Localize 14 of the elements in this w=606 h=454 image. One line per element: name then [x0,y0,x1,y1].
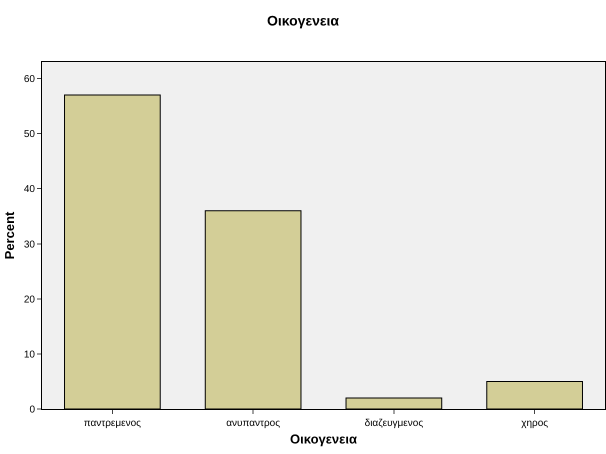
x-axis-title: Οικογενεια [290,432,357,447]
y-axis-title: Percent [2,210,17,260]
y-tick-label: 40 [24,184,36,196]
x-tick-label: διαζευγμενος [364,418,424,429]
x-tick-label: ανυπαντρος [226,418,280,429]
x-tick-label: παντρεμενος [84,418,142,429]
y-tick-label: 10 [24,349,36,360]
y-tick-label: 60 [24,74,36,86]
x-tick-label: χηρος [521,418,548,429]
y-tick-label: 0 [29,404,36,416]
chart-title: Οικογενεια [266,12,340,29]
y-tick-label: 20 [24,294,36,306]
y-tick-label: 50 [24,129,36,140]
y-tick-label: 30 [24,239,36,250]
